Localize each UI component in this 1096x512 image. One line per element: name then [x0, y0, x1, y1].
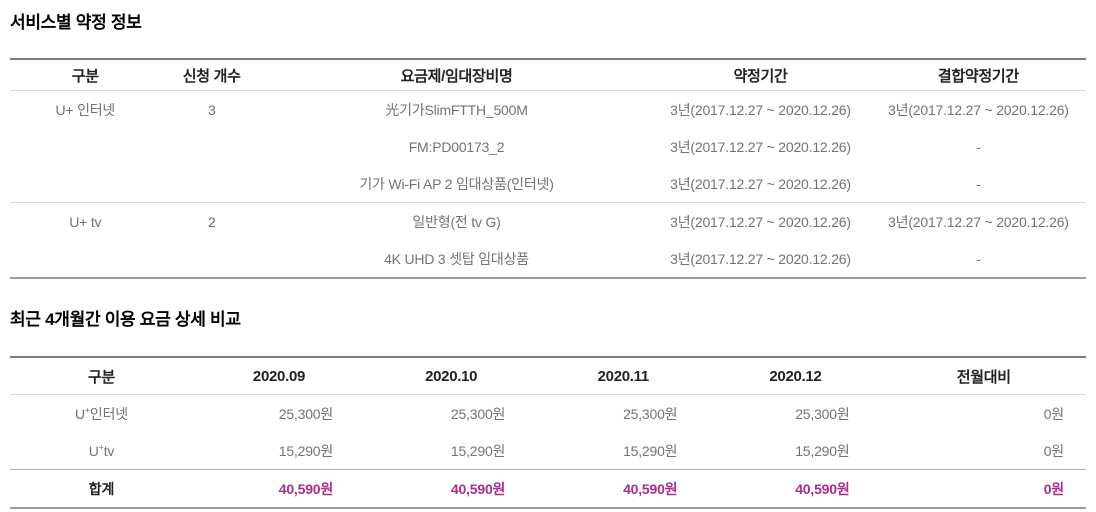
cell-plan: 4K UHD 3 셋탑 임대상품 — [384, 250, 529, 267]
cell-label: U+tv — [10, 432, 193, 470]
label-base: 합계 — [88, 480, 115, 497]
fee-table: 구분 2020.09 2020.10 2020.11 2020.12 전월대비 … — [10, 356, 1086, 509]
fee-col-month-3: 2020.11 — [537, 357, 710, 395]
cell-category: U+ tv — [10, 202, 161, 240]
cell-bundle-period: - — [976, 175, 981, 192]
fee-header-row: 구분 2020.09 2020.10 2020.11 2020.12 전월대비 — [10, 357, 1086, 395]
cell-plan: 일반형(전 tv G) — [262, 202, 651, 240]
cell-period: 3년(2017.12.27 ~ 2020.12.26) — [670, 138, 851, 155]
label-base: U — [88, 442, 99, 459]
cell-period: 3년(2017.12.27 ~ 2020.12.26) — [670, 101, 851, 118]
cell-label: U+인터넷 — [10, 395, 193, 433]
label-base: U — [74, 405, 85, 422]
cell-count — [161, 240, 263, 278]
section2-title: 최근 4개월간 이용 요금 상세 비교 — [10, 310, 241, 329]
cell-month-value: 15,290원 — [623, 442, 678, 459]
cell-period: 3년(2017.12.27 ~ 2020.12.26) — [650, 202, 871, 240]
cell-bundle-period: 3년(2017.12.27 ~ 2020.12.26) — [870, 202, 1086, 240]
contract-col-plan: 요금제/임대장비명 — [262, 59, 651, 91]
cell-month-value: 15,290원 — [278, 442, 334, 459]
cell-month-value: 25,300원 — [450, 405, 506, 422]
table-row: 4K UHD 3 셋탑 임대상품 3년(2017.12.27 ~ 2020.12… — [10, 240, 1086, 278]
fee-col-month-1: 2020.09 — [192, 357, 366, 395]
table-row: U+ 인터넷 3 光기가SlimFTTH_500M 3년(2017.12.27 … — [10, 91, 1086, 129]
cell-category: U+ 인터넷 — [55, 101, 116, 118]
cell-month-value: 15,290원 — [795, 442, 850, 459]
label-rest: 인터넷 — [89, 405, 128, 422]
cell-category — [10, 165, 161, 203]
cell-month-total: 40,590원 — [192, 469, 366, 508]
label-superscript: + — [84, 404, 90, 415]
cell-month-total: 40,590원 — [365, 469, 538, 508]
cell-month-value: 25,300원 — [795, 405, 850, 422]
section1-title: 서비스별 약정 정보 — [10, 13, 142, 32]
cell-bundle-period: - — [976, 138, 981, 155]
table-row: FM:PD00173_2 3년(2017.12.27 ~ 2020.12.26)… — [10, 128, 1086, 165]
contract-header-row: 구분 신청 개수 요금제/임대장비명 약정기간 결합약정기간 — [10, 59, 1086, 91]
fee-col-category: 구분 — [10, 357, 193, 395]
cell-count — [161, 165, 263, 203]
cell-category — [10, 240, 161, 278]
cell-label: 합계 — [10, 469, 193, 508]
cell-count: 2 — [160, 202, 263, 240]
cell-month-value: 25,300원 — [278, 405, 334, 422]
cell-plan: FM:PD00173_2 — [408, 138, 505, 155]
cell-plan: 光기가SlimFTTH_500M — [385, 101, 528, 118]
label-rest: tv — [103, 442, 115, 459]
cell-mom-value: 0원 — [1043, 405, 1064, 422]
table-row: U+ tv 2 일반형(전 tv G) 3년(2017.12.27 ~ 2020… — [10, 202, 1086, 240]
cell-plan: 기가 Wi-Fi AP 2 임대상품(인터넷) — [359, 175, 554, 192]
fee-col-month-2: 2020.10 — [365, 357, 538, 395]
fee-col-mom: 전월대비 — [881, 357, 1086, 395]
table-row: 기가 Wi-Fi AP 2 임대상품(인터넷) 3년(2017.12.27 ~ … — [10, 165, 1086, 203]
table-row: U+인터넷 25,300원 25,300원 25,300원 25,300원 0원 — [10, 395, 1086, 433]
cell-count — [161, 128, 263, 165]
table-row: U+tv 15,290원 15,290원 15,290원 15,290원 0원 — [10, 432, 1086, 470]
cell-mom-value: 0원 — [1043, 442, 1064, 459]
contract-col-category: 구분 — [10, 59, 161, 91]
contract-table: 구분 신청 개수 요금제/임대장비명 약정기간 결합약정기간 U+ 인터넷 3 … — [10, 58, 1086, 279]
fee-col-month-4: 2020.12 — [709, 357, 882, 395]
cell-period: 3년(2017.12.27 ~ 2020.12.26) — [670, 175, 851, 192]
contract-col-bundle-period: 결합약정기간 — [870, 59, 1086, 91]
cell-period: 3년(2017.12.27 ~ 2020.12.26) — [670, 250, 851, 267]
cell-bundle-period: - — [976, 250, 981, 267]
cell-month-total: 40,590원 — [537, 469, 710, 508]
label-superscript: + — [98, 441, 104, 452]
cell-month-value: 15,290원 — [450, 442, 506, 459]
cell-month-value: 25,300원 — [623, 405, 678, 422]
total-row: 합계 40,590원 40,590원 40,590원 40,590원 0원 — [10, 469, 1086, 508]
cell-category — [10, 128, 161, 165]
cell-mom-total: 0원 — [881, 469, 1086, 508]
cell-month-total: 40,590원 — [709, 469, 882, 508]
cell-bundle-period: 3년(2017.12.27 ~ 2020.12.26) — [888, 101, 1069, 118]
contract-col-count: 신청 개수 — [160, 59, 263, 91]
cell-count: 3 — [207, 101, 216, 118]
contract-col-period: 약정기간 — [650, 59, 871, 91]
